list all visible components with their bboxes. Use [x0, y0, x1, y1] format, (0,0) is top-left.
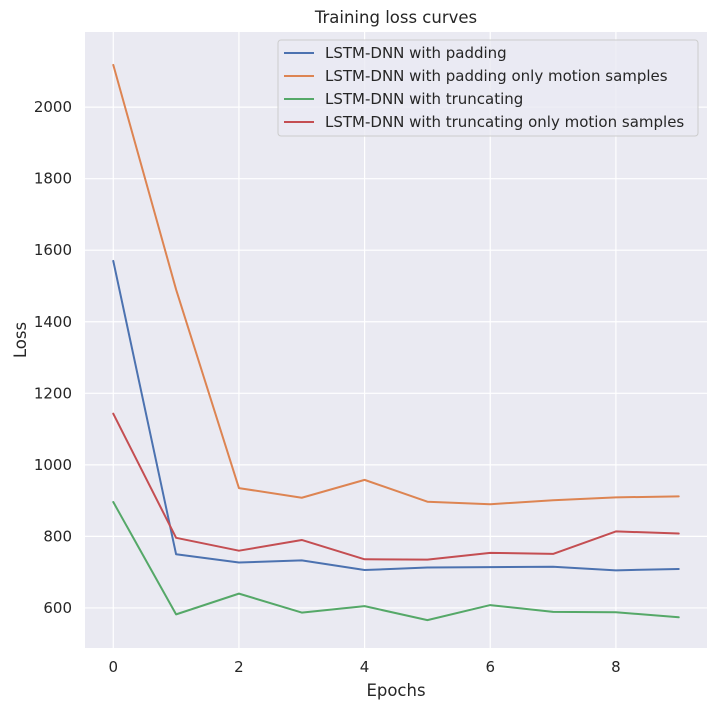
legend-box: [277, 39, 699, 137]
y-tick-label: 1600: [34, 241, 72, 259]
y-tick-label: 2000: [34, 98, 72, 116]
chart-title: Training loss curves: [314, 8, 477, 27]
x-tick-label: 2: [234, 658, 244, 676]
x-tick-label: 8: [611, 658, 621, 676]
series-layer: [112, 63, 680, 622]
series-line-3: [112, 501, 680, 622]
x-tick-label: 0: [108, 658, 118, 676]
legend-label-1: LSTM-DNN with padding: [325, 44, 507, 62]
x-tick-label: 4: [360, 658, 370, 676]
x-axis-label: Epochs: [366, 681, 425, 700]
legend-label-3: LSTM-DNN with truncating: [325, 90, 523, 108]
y-tick-labels: 600 800 1000 1200 1400 1600 1800 2000: [34, 98, 72, 617]
series-line-2: [112, 63, 680, 506]
legend-label-4: LSTM-DNN with truncating only motion sam…: [325, 113, 684, 131]
legend-label-2: LSTM-DNN with padding only motion sample…: [325, 67, 668, 85]
x-tick-label: 6: [485, 658, 495, 676]
x-tick-labels: 0 2 4 6 8: [108, 658, 620, 676]
y-tick-label: 1000: [34, 456, 72, 474]
y-tick-label: 1800: [34, 170, 72, 188]
y-tick-label: 600: [43, 599, 72, 617]
series-line-1: [112, 259, 680, 572]
y-tick-label: 800: [43, 527, 72, 545]
y-tick-label: 1200: [34, 384, 72, 402]
y-axis-label: Loss: [11, 322, 30, 358]
y-tick-label: 1400: [34, 313, 72, 331]
series-line-4: [112, 412, 680, 561]
legend: LSTM-DNN with padding LSTM-DNN with paddi…: [277, 39, 699, 137]
